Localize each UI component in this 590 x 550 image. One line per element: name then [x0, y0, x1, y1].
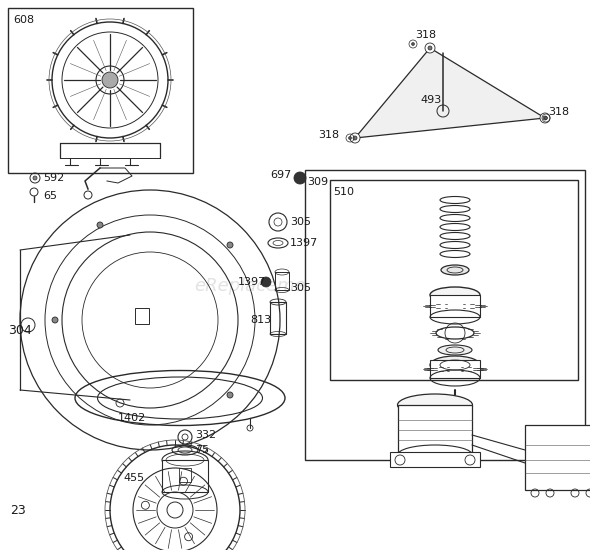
Bar	[390, 452, 480, 467]
Text: 592: 592	[43, 173, 64, 183]
Text: 1402: 1402	[118, 413, 146, 423]
Circle shape	[349, 136, 352, 140]
Circle shape	[227, 392, 233, 398]
Bar	[275, 272, 289, 290]
Ellipse shape	[430, 356, 480, 374]
Text: 309: 309	[307, 177, 328, 187]
Text: 697: 697	[270, 170, 291, 180]
Bar	[330, 180, 578, 380]
Text: 318: 318	[318, 130, 339, 140]
Text: 1397: 1397	[238, 277, 266, 287]
Ellipse shape	[398, 394, 473, 416]
Polygon shape	[355, 48, 545, 138]
Bar	[305, 170, 585, 460]
Text: eReplacementParts.co: eReplacementParts.co	[194, 277, 396, 295]
Ellipse shape	[430, 287, 480, 303]
Text: 608: 608	[13, 15, 34, 25]
Text: 510: 510	[333, 187, 354, 197]
Bar	[8, 8, 193, 173]
Circle shape	[33, 176, 37, 180]
Circle shape	[102, 72, 118, 88]
Bar	[162, 460, 208, 492]
Text: 813: 813	[250, 315, 271, 325]
Text: 318: 318	[548, 107, 569, 117]
Text: 455: 455	[123, 473, 144, 483]
Bar	[270, 302, 286, 334]
Circle shape	[350, 133, 360, 143]
Bar	[430, 295, 480, 317]
Circle shape	[543, 116, 547, 120]
Text: 305: 305	[290, 283, 311, 293]
Text: 305: 305	[290, 217, 311, 227]
Circle shape	[294, 172, 306, 184]
Ellipse shape	[438, 345, 472, 355]
Text: 304: 304	[8, 323, 32, 337]
Circle shape	[425, 43, 435, 53]
Bar	[135, 308, 149, 324]
Circle shape	[545, 117, 548, 119]
Circle shape	[428, 46, 432, 50]
Ellipse shape	[441, 265, 469, 275]
Circle shape	[97, 222, 103, 228]
Circle shape	[540, 113, 550, 123]
Circle shape	[52, 317, 58, 323]
Circle shape	[261, 277, 271, 287]
Bar	[430, 360, 480, 378]
Bar	[179, 468, 191, 482]
Text: 75: 75	[195, 445, 209, 455]
Text: 1397: 1397	[290, 238, 318, 248]
Text: 23: 23	[10, 503, 26, 516]
Bar	[398, 405, 472, 455]
Circle shape	[411, 42, 415, 46]
Bar	[525, 425, 590, 490]
Text: 65: 65	[43, 191, 57, 201]
Text: 318: 318	[415, 30, 436, 40]
Text: 493: 493	[420, 95, 441, 105]
Circle shape	[353, 136, 357, 140]
Circle shape	[227, 242, 233, 248]
Text: 332: 332	[195, 430, 216, 440]
